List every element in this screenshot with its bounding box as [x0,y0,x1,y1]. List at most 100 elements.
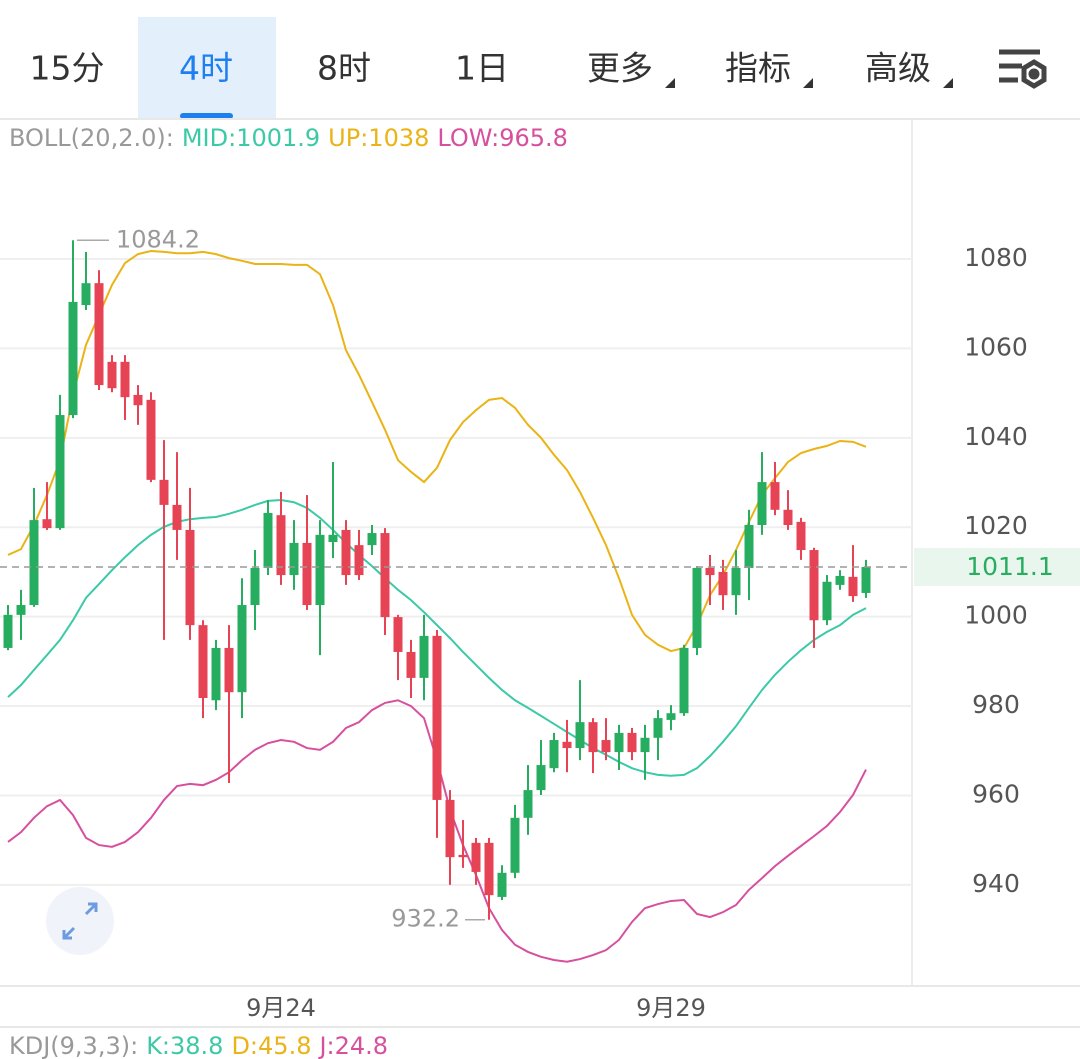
candle-body [289,542,299,576]
candle-body [224,647,234,693]
indicator-label: BOLL(20,2.0): [9,124,174,152]
y-tick-label: 1060 [964,332,1028,361]
candle-body [263,512,273,568]
legend-value: 45.8 [258,1032,311,1059]
candle-body [29,520,39,606]
candle-body [354,545,364,576]
candle-body [458,854,468,858]
tab[interactable]: 高级 [865,49,931,88]
candle-body [640,737,650,753]
legend-name: K: [146,1032,170,1059]
candle-body [471,842,481,872]
candle-body [653,718,663,738]
x-tick-label: 9月29 [636,994,706,1022]
candle-body [848,576,858,597]
y-tick-label: 940 [972,869,1020,898]
candle-body [237,605,247,693]
candle-body [341,529,351,576]
tab[interactable]: 1日 [455,49,509,88]
candle-body [133,394,143,406]
settings-icon[interactable] [999,49,1047,89]
candle-body [276,515,286,576]
dropdown-arrow [665,78,675,88]
legend-value: 965.8 [499,124,568,152]
candle-body [198,625,208,699]
current-price-label: 1011.1 [966,552,1053,581]
tab-active[interactable]: 4时 [179,49,233,88]
candle-body [562,741,572,749]
min-label: 932.2 [391,905,460,933]
candle-body [432,635,442,800]
candle-body [536,765,546,791]
tab[interactable]: 15分 [30,49,105,88]
candle-body [523,790,533,818]
candle-body [783,509,793,526]
y-tick-label: 980 [972,690,1020,719]
candle-body [822,581,832,621]
candle-body [3,614,13,648]
legend-value: 1001.9 [236,124,320,152]
y-tick-label: 1040 [964,422,1028,451]
candle-body [510,817,520,873]
candle-body [120,361,130,398]
candle-body [757,482,767,526]
candle-body [380,533,390,618]
candle-body [159,479,169,505]
candle-body [744,525,754,568]
legend-name: D: [231,1032,258,1059]
candle-body [315,534,325,606]
candle-body [42,519,52,529]
tab-indicator [180,113,233,119]
candle-body [81,283,91,306]
candle-body [588,722,598,753]
candle-body [302,542,312,606]
legend-value: 1038 [368,124,429,152]
indicator-legend: KDJ(9,3,3): K:38.8 D:45.8 J:24.8 [9,1032,388,1059]
candle-body [614,732,624,753]
candle-body [731,567,741,596]
candle-body [367,533,377,546]
candle-body [68,301,78,416]
legend-value: 24.8 [335,1032,388,1059]
y-tick-label: 1000 [964,601,1028,630]
candle-body [211,647,221,701]
candle-body [770,482,780,510]
candle-body [328,534,338,542]
candle-body [601,740,611,753]
expand-button[interactable] [46,887,114,955]
candle-body [172,504,182,530]
candle-body [861,567,871,593]
dropdown-arrow [943,78,953,88]
indicator-line [7,498,867,777]
legend-name: LOW: [437,124,499,152]
candle-body [250,567,260,606]
candle-body [107,361,117,389]
dropdown-arrow [803,78,813,88]
tab-selected-bg [138,17,276,118]
candle-body [809,550,819,621]
legend-value: 38.8 [170,1032,223,1059]
candle-body [666,713,676,720]
candle-body [55,415,65,529]
legend-name: J: [317,1032,334,1059]
y-tick-label: 1080 [964,243,1028,272]
indicator-legend: BOLL(20,2.0): MID:1001.9 UP:1038 LOW:965.8 [9,124,568,152]
candle-body [705,567,715,576]
candle-body [549,740,559,769]
tab[interactable]: 更多 [587,49,653,88]
candle-body [185,529,195,626]
candle-body [627,732,637,753]
candle-body [16,605,26,615]
legend-name: UP: [328,124,368,152]
candle-body [835,575,845,585]
candle-body [692,567,702,648]
tab[interactable]: 指标 [725,49,791,88]
candle-body [718,571,728,596]
tab[interactable]: 8时 [317,49,371,88]
candle-body [406,651,416,678]
candle-body [445,799,455,858]
max-label: 1084.2 [116,225,200,253]
candle-body [796,521,806,551]
